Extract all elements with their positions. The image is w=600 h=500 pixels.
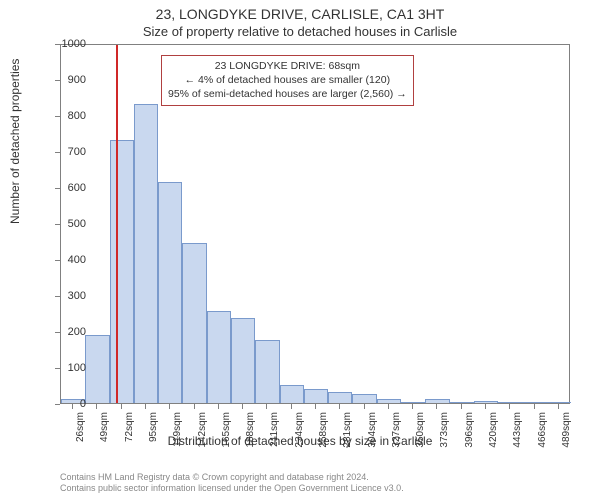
plot-area: 23 LONGDYKE DRIVE: 68sqm← 4% of detached… [60,44,570,404]
y-tick-label: 700 [46,146,86,158]
x-tick-label: 466sqm [537,412,548,448]
histogram-bar [255,340,279,403]
x-tick-mark [509,404,510,409]
histogram-bar [304,389,328,403]
x-tick-label: 165sqm [221,412,232,448]
y-tick-label: 500 [46,218,86,230]
x-tick-mark [558,404,559,409]
attribution-text: Contains HM Land Registry data © Crown c… [60,472,404,495]
x-tick-mark [339,404,340,409]
x-tick-mark [266,404,267,409]
attribution-line2: Contains public sector information licen… [60,483,404,494]
x-tick-label: 304sqm [367,412,378,448]
x-tick-mark [218,404,219,409]
plot-wrap: 23 LONGDYKE DRIVE: 68sqm← 4% of detached… [60,44,570,404]
x-tick-mark [315,404,316,409]
histogram-bar [522,402,546,403]
histogram-bar [85,335,109,403]
histogram-bar [401,402,425,403]
histogram-bar [231,318,255,403]
x-tick-label: 188sqm [245,412,256,448]
x-tick-label: 443sqm [512,412,523,448]
x-tick-mark [145,404,146,409]
x-tick-label: 396sqm [464,412,475,448]
x-tick-label: 142sqm [197,412,208,448]
x-tick-mark [96,404,97,409]
x-tick-label: 373sqm [439,412,450,448]
histogram-bar [498,402,522,403]
histogram-bar [547,402,571,403]
x-tick-label: 281sqm [342,412,353,448]
x-tick-mark [388,404,389,409]
x-tick-label: 234sqm [294,412,305,448]
x-tick-label: 95sqm [148,412,159,442]
x-tick-label: 258sqm [318,412,329,448]
x-tick-label: 489sqm [561,412,572,448]
annotation-box: 23 LONGDYKE DRIVE: 68sqm← 4% of detached… [161,55,414,106]
x-tick-mark [534,404,535,409]
chart-title-sub: Size of property relative to detached ho… [0,24,600,39]
histogram-bar [377,399,401,403]
x-tick-mark [291,404,292,409]
annotation-line: 95% of semi-detached houses are larger (… [168,87,407,101]
histogram-bar [158,182,182,403]
y-tick-label: 200 [46,326,86,338]
y-tick-label: 0 [46,398,86,410]
x-tick-label: 350sqm [415,412,426,448]
x-tick-label: 72sqm [124,412,135,442]
x-tick-mark [412,404,413,409]
attribution-line1: Contains HM Land Registry data © Crown c… [60,472,404,483]
x-tick-label: 211sqm [269,412,280,447]
histogram-bar [134,104,158,403]
x-tick-label: 327sqm [391,412,402,448]
reference-marker-line [116,45,118,403]
y-tick-label: 1000 [46,38,86,50]
x-tick-label: 49sqm [99,412,110,442]
x-tick-label: 26sqm [75,412,86,442]
x-tick-mark [169,404,170,409]
histogram-bar [352,394,376,403]
y-tick-label: 900 [46,74,86,86]
x-tick-label: 420sqm [488,412,499,448]
histogram-bar [425,399,449,403]
chart-title-main: 23, LONGDYKE DRIVE, CARLISLE, CA1 3HT [0,6,600,22]
x-tick-mark [364,404,365,409]
x-tick-mark [121,404,122,409]
histogram-bar [182,243,206,403]
histogram-bar [110,140,134,403]
y-tick-label: 100 [46,362,86,374]
histogram-bar [280,385,304,403]
chart-root: 23, LONGDYKE DRIVE, CARLISLE, CA1 3HT Si… [0,0,600,500]
histogram-bar [207,311,231,403]
histogram-bar [328,392,352,403]
x-tick-label: 119sqm [172,412,183,447]
annotation-line: ← 4% of detached houses are smaller (120… [168,73,407,87]
y-tick-label: 400 [46,254,86,266]
histogram-bar [450,402,474,403]
x-tick-mark [461,404,462,409]
x-tick-mark [242,404,243,409]
x-tick-mark [485,404,486,409]
x-tick-mark [436,404,437,409]
y-tick-label: 300 [46,290,86,302]
y-axis-label: Number of detached properties [8,59,22,224]
x-tick-mark [194,404,195,409]
y-tick-label: 600 [46,182,86,194]
annotation-line: 23 LONGDYKE DRIVE: 68sqm [168,59,407,73]
y-tick-label: 800 [46,110,86,122]
histogram-bar [474,401,498,403]
